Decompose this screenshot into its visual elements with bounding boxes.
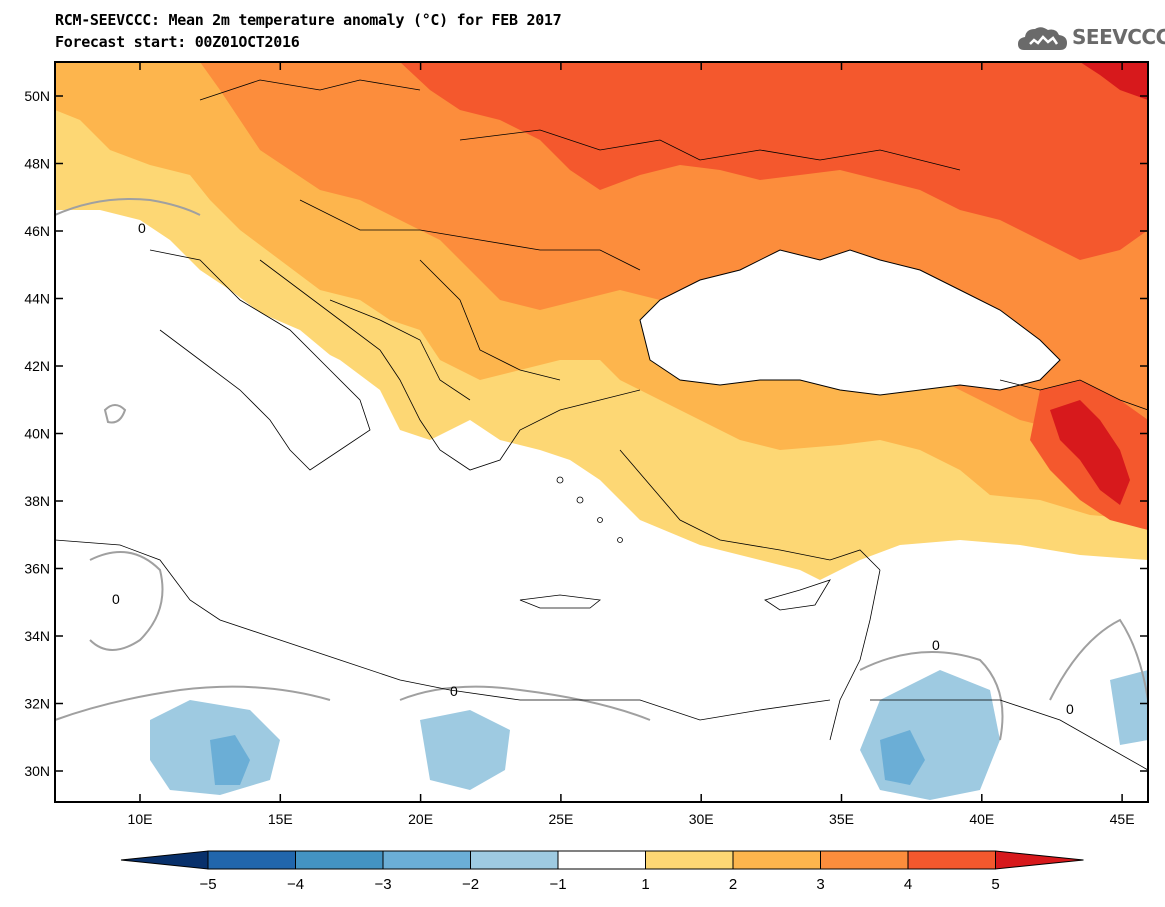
aegean-island-2 <box>576 496 584 504</box>
contour-label: 0 <box>112 591 120 607</box>
contour-label: 0 <box>932 637 940 653</box>
lat-label: 36N <box>24 561 50 577</box>
country-borders <box>55 79 1148 771</box>
colorbar-label: −5 <box>199 876 216 893</box>
zero-contour-tunisia <box>89 551 164 651</box>
colorbar-segment <box>732 850 821 870</box>
colorbar-segment <box>645 850 734 870</box>
lat-label: 42N <box>24 358 50 374</box>
latitude-axis: 50N 48N 46N 44N 42N 40N 38N 36N 34N 32N 30N <box>24 88 1148 779</box>
colorbar-label: −4 <box>287 876 304 893</box>
cool-patch-libya-core <box>210 735 250 785</box>
colorbar-arrow-low <box>120 850 209 870</box>
colorbar-arrow-high <box>995 850 1084 870</box>
cool-patch-egypt <box>420 710 510 790</box>
lat-label: 34N <box>24 628 50 644</box>
border-caucasus <box>999 379 1148 411</box>
lat-label: 50N <box>24 88 50 104</box>
lon-label: 30E <box>689 811 714 827</box>
zero-contour-levant <box>859 651 1004 741</box>
colorbar-label: 2 <box>729 876 737 893</box>
colorbar-label: −3 <box>374 876 391 893</box>
colorbar-label: 1 <box>641 876 649 893</box>
colorbar-segment <box>907 850 996 870</box>
seevccc-logo: SEEVCCC <box>1016 22 1165 56</box>
neutral-region-italy <box>160 300 380 480</box>
lon-label: 10E <box>128 811 153 827</box>
colorbar-segment <box>382 850 471 870</box>
border-north-1 <box>199 79 421 101</box>
map-title: RCM-SEEVCCC: Mean 2m temperature anomaly… <box>55 11 562 29</box>
cloud-icon <box>1018 27 1067 50</box>
aegean-island-4 <box>617 537 623 543</box>
coastline-balkans <box>259 259 641 471</box>
border-balkans <box>329 299 471 401</box>
map-frame <box>54 61 1149 803</box>
map-field <box>55 62 1148 802</box>
border-north-2 <box>459 129 961 171</box>
lat-label: 48N <box>24 156 50 172</box>
aegean-island-3 <box>597 517 603 523</box>
logo-text: SEEVCCC <box>1072 25 1165 49</box>
lat-label: 30N <box>24 763 50 779</box>
colorbar-segment <box>470 850 559 870</box>
colorbar-label: 3 <box>816 876 824 893</box>
zero-contour-sardinia <box>103 404 127 424</box>
colorbar-label: −1 <box>549 876 566 893</box>
colorbar-label: 5 <box>991 876 999 893</box>
lat-label: 38N <box>24 493 50 509</box>
colorbar-segment <box>820 850 909 870</box>
cool-patch-saudi-core <box>880 730 925 785</box>
coastline-italy <box>149 249 371 471</box>
border-east <box>870 699 1148 771</box>
zero-contour-alps <box>55 198 201 216</box>
contour-label: 0 <box>138 220 146 236</box>
lat-label: 40N <box>24 426 50 442</box>
anomaly-band-5-plus <box>400 62 1148 260</box>
lat-label: 46N <box>24 223 50 239</box>
zero-contour-libya <box>55 685 331 721</box>
border-central-2 <box>419 259 561 381</box>
colorbar-segment <box>207 850 296 870</box>
coastline-turkey-south <box>619 449 881 571</box>
colorbar-label: 4 <box>904 876 912 893</box>
lon-label: 15E <box>268 811 293 827</box>
cyprus-island <box>764 579 831 611</box>
colorbar-segment <box>295 850 384 870</box>
lat-label: 32N <box>24 696 50 712</box>
lon-label: 45E <box>1110 811 1135 827</box>
border-central-1 <box>299 199 641 271</box>
cool-patch-east <box>1110 670 1148 745</box>
lon-label: 40E <box>969 811 994 827</box>
colorbar-segment <box>557 850 646 870</box>
zero-contour-egypt <box>399 685 651 721</box>
contour-label: 0 <box>450 683 458 699</box>
forecast-start-label: Forecast start: 00Z01OCT2016 <box>55 33 300 51</box>
lat-label: 44N <box>24 291 50 307</box>
contour-label: 0 <box>1066 701 1074 717</box>
coastline-levant <box>829 569 881 741</box>
lon-label: 35E <box>829 811 854 827</box>
crete-island <box>519 594 601 609</box>
lon-label: 25E <box>548 811 573 827</box>
zero-contours <box>55 198 1148 741</box>
black-sea <box>639 249 1061 396</box>
zero-contour-east <box>1049 618 1148 701</box>
anomaly-peak-east-turkey <box>1050 400 1130 505</box>
coastline-africa <box>55 539 831 721</box>
aegean-islands <box>519 476 831 611</box>
colorbar-label: −2 <box>462 876 479 893</box>
longitude-axis: 10E 15E 20E 25E 30E 35E 40E 45E <box>128 62 1135 827</box>
lon-label: 20E <box>408 811 433 827</box>
aegean-island-1 <box>556 476 564 484</box>
colorbar: −5 −4 −3 −2 −1 1 2 3 4 5 <box>120 850 1084 893</box>
anomaly-peak-north <box>1080 62 1148 100</box>
